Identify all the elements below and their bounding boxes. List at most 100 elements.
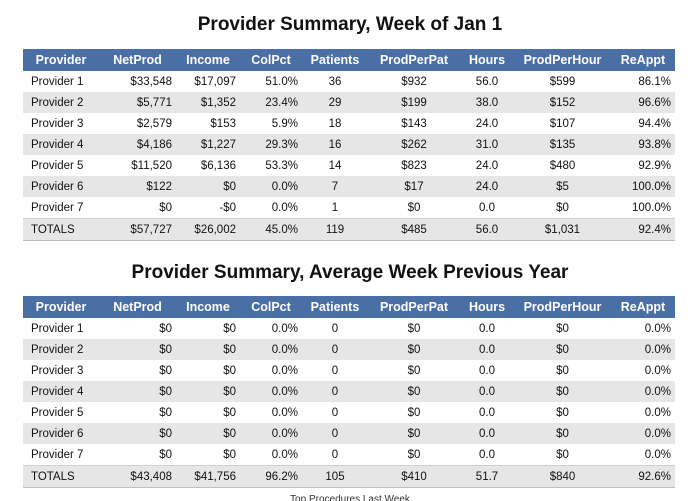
cell-prodperhour: $1,031 xyxy=(514,218,611,241)
cell-prodperhour: $840 xyxy=(514,465,611,488)
cell-netprod: $43,408 xyxy=(99,465,176,488)
cell-netprod: $0 xyxy=(159,322,172,335)
week-summary-table: Provider NetProd Income ColPct Patients … xyxy=(23,49,675,241)
cell-netprod: $57,727 xyxy=(99,218,176,241)
cell-income: $0 xyxy=(176,339,240,360)
cell-hours: 0.0 xyxy=(479,201,495,214)
cell-patients: 18 xyxy=(328,117,342,130)
cell-prodperpat: $0 xyxy=(368,339,460,360)
cell-reappt: 92.6% xyxy=(611,465,675,488)
cell-income: $153 xyxy=(210,117,236,130)
cell-colpct: 0.0% xyxy=(271,364,298,377)
cell-provider: Provider 5 xyxy=(31,159,84,172)
cell-income: $6,136 xyxy=(200,159,236,172)
col-header-provider: Provider xyxy=(23,296,99,318)
cell-prodperpat: $0 xyxy=(407,322,421,335)
col-header-prodperhour: ProdPerHour xyxy=(514,49,611,71)
cell-prodperpat: $485 xyxy=(368,218,460,241)
cell-colpct: 0.0% xyxy=(240,423,302,444)
cell-reappt: 0.0% xyxy=(611,381,675,402)
cell-income: $0 xyxy=(176,176,240,197)
cell-colpct: 0.0% xyxy=(240,381,302,402)
totals-row: TOTALS $43,408 $41,756 96.2% 105 $410 51.7 $840… xyxy=(23,465,675,488)
cell-patients: 0 xyxy=(331,322,339,335)
col-header-patients: Patients xyxy=(302,49,368,71)
cell-patients: 36 xyxy=(328,75,342,88)
cell-hours: 0.0 xyxy=(479,364,495,377)
cell-provider: Provider 3 xyxy=(31,364,84,377)
cell-patients: 119 xyxy=(302,218,368,241)
cell-prodperpat: $199 xyxy=(368,92,460,113)
cell-prodperhour: $135 xyxy=(514,134,611,155)
cell-colpct: 96.2% xyxy=(240,465,302,488)
col-header-prodperpat: ProdPerPat xyxy=(368,49,460,71)
col-header-prodperhour: ProdPerHour xyxy=(514,296,611,318)
cell-patients: 14 xyxy=(328,159,342,172)
cell-prodperhour: $152 xyxy=(514,92,611,113)
cell-prodperpat: $0 xyxy=(407,406,421,419)
cell-patients: 16 xyxy=(302,134,368,155)
cell-patients: 0 xyxy=(331,406,339,419)
cell-prodperhour: $480 xyxy=(549,159,576,172)
cell-netprod: $0 xyxy=(99,339,176,360)
summary-week-title: Provider Summary, Week of Jan 1 xyxy=(197,14,503,35)
table-row: Provider 6 $122 $0 0.0% 7 $17 24.0 $5 100.0% xyxy=(23,176,675,197)
cell-prodperpat: $410 xyxy=(368,465,460,488)
table-row: Provider 2 $5,771 $1,352 23.4% 29 $199 38.0 $15… xyxy=(23,92,675,113)
cell-hours: 24.0 xyxy=(475,117,499,130)
cell-colpct: 0.0% xyxy=(271,406,298,419)
cell-provider: Provider 1 xyxy=(31,75,84,88)
cell-provider: Provider 5 xyxy=(31,406,84,419)
cell-hours: 24.0 xyxy=(460,176,514,197)
cell-hours: 24.0 xyxy=(475,159,499,172)
next-section-title: Top Procedures Last Week xyxy=(290,494,410,501)
cell-provider: Provider 4 xyxy=(23,381,99,402)
cell-reappt: 0.0% xyxy=(611,339,675,360)
cell-hours: 0.0 xyxy=(479,322,495,335)
cell-prodperhour: $0 xyxy=(556,364,569,377)
table-row: Provider 1 $33,548 $17,097 51.0% 36 $932 56.0 $… xyxy=(23,71,675,92)
col-header-income: Income xyxy=(176,49,240,71)
cell-prodperpat: $0 xyxy=(368,381,460,402)
cell-provider: TOTALS xyxy=(23,465,99,488)
col-header-reappt: ReAppt xyxy=(611,296,675,318)
cell-income: $0 xyxy=(223,406,236,419)
cell-patients: 0 xyxy=(302,381,368,402)
col-header-hours: Hours xyxy=(460,296,514,318)
cell-prodperhour: $599 xyxy=(549,75,576,88)
cell-netprod: $2,579 xyxy=(136,117,172,130)
cell-income: $0 xyxy=(176,381,240,402)
cell-hours: 56.0 xyxy=(475,75,499,88)
cell-provider: Provider 3 xyxy=(31,117,84,130)
cell-provider: Provider 4 xyxy=(23,134,99,155)
cell-netprod: $0 xyxy=(159,364,172,377)
cell-hours: 0.0 xyxy=(479,406,495,419)
table-row: Provider 3 $0 $0 0.0% 0 $0 0.0 $0 0.0% xyxy=(23,360,675,381)
cell-prodperpat: $0 xyxy=(407,364,421,377)
cell-hours: 0.0 xyxy=(460,339,514,360)
table-row: Provider 7 $0 $0 0.0% 0 $0 0.0 $0 0.0% xyxy=(23,444,675,466)
cell-prodperhour: $0 xyxy=(514,423,611,444)
cell-provider: Provider 6 xyxy=(23,423,99,444)
cell-netprod: $0 xyxy=(159,406,172,419)
cell-income: $0 xyxy=(176,423,240,444)
cell-prodperhour: $0 xyxy=(556,322,569,335)
table-header-row: Provider NetProd Income ColPct Patients … xyxy=(23,49,675,71)
cell-income: $1,227 xyxy=(176,134,240,155)
cell-income: $0 xyxy=(223,364,236,377)
cell-provider: Provider 6 xyxy=(23,176,99,197)
cell-provider: Provider 1 xyxy=(31,322,84,335)
cell-prodperhour: $107 xyxy=(549,117,576,130)
col-header-provider: Provider xyxy=(23,49,99,71)
cell-provider: Provider 2 xyxy=(23,92,99,113)
cell-colpct: 53.3% xyxy=(265,159,298,172)
cell-reappt: 100.0% xyxy=(611,176,675,197)
cell-prodperhour: $0 xyxy=(556,406,569,419)
col-header-prodperpat: ProdPerPat xyxy=(368,296,460,318)
cell-hours: 56.0 xyxy=(460,218,514,241)
table-header-row: Provider NetProd Income ColPct Patients … xyxy=(23,296,675,318)
cell-prodperpat: $262 xyxy=(368,134,460,155)
cell-patients: 105 xyxy=(302,465,368,488)
cell-colpct: 29.3% xyxy=(240,134,302,155)
table-row: Provider 4 $4,186 $1,227 29.3% 16 $262 31.0 $13… xyxy=(23,134,675,155)
